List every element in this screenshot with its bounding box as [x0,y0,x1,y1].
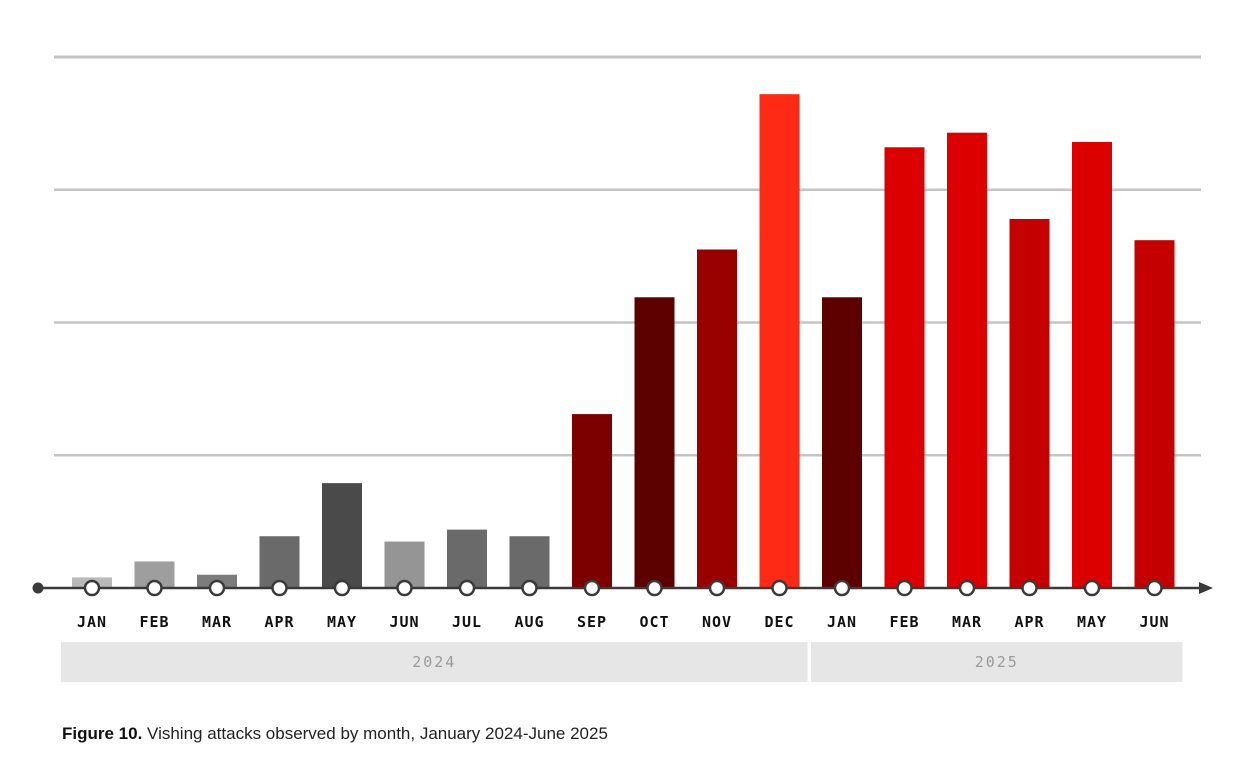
month-label: AUG [514,613,544,631]
month-label: FEB [889,613,919,631]
axis-marker [271,579,288,597]
axis-marker [771,579,788,597]
month-label: MAY [327,613,357,631]
axis-marker [83,579,101,597]
bar-apr [1009,218,1050,588]
axis-marker [458,579,476,597]
month-label: NOV [702,613,732,631]
month-labels: JAN FEB MAR APR MAY JUN JUL AUG SEP OCT NOV DEC JAN F… [77,613,1169,631]
bar-jun [1134,240,1175,588]
axis-marker [896,579,913,597]
axis-arrow-icon [1199,582,1213,594]
bar-dec [759,94,800,589]
caption-figure-number: Figure 10. [62,724,143,743]
bar-aug [509,536,550,588]
month-label: APR [1014,613,1044,631]
axis-marker [208,579,226,597]
month-label: APR [264,613,294,631]
month-label: FEB [139,613,169,631]
year-label: 2025 [975,653,1019,671]
bar-apr [259,536,300,588]
month-label: JUN [389,613,419,631]
bar-oct [634,297,675,588]
year-label: 2024 [412,653,456,671]
axis-marker [833,579,851,597]
month-label: MAR [202,613,232,631]
axis-marker [1083,579,1101,597]
bar-may [322,483,362,588]
month-label: JAN [77,613,107,631]
axis-marker [521,579,538,597]
axis-marker [958,579,976,597]
month-label: OCT [639,613,669,631]
axis-marker [646,579,663,597]
bar-nov [697,249,737,589]
bar-jan [822,297,862,588]
month-label: MAR [952,613,982,631]
axis-marker [396,579,413,597]
bar-may [1072,141,1112,588]
axis-marker [583,579,601,597]
axis-marker [1146,579,1163,597]
month-label: JAN [827,613,857,631]
year-band-2024 [61,642,808,682]
bars [72,94,1175,589]
bar-jul [447,529,487,588]
year-band-2025 [811,642,1183,682]
axis-marker [146,579,163,597]
bar-mar [947,132,987,589]
figure-caption: Figure 10. Vishing attacks observed by m… [62,724,608,744]
month-label: SEP [577,613,607,631]
month-label: DEC [764,613,794,631]
axis-marker [1021,579,1038,597]
caption-text: Vishing attacks observed by month, Janua… [142,724,608,743]
bar-sep [572,414,612,588]
bar-feb [884,147,925,588]
axis-marker [708,579,726,597]
x-axis [32,579,1213,597]
vishing-bar-chart: JAN FEB MAR APR MAY JUN JUL AUG SEP OCT NOV DEC JAN F… [32,55,1213,682]
month-label: MAY [1077,613,1107,631]
month-label: JUL [452,613,482,631]
axis-start-dot [32,582,44,594]
axis-marker [333,579,351,597]
month-label: JUN [1139,613,1169,631]
year-bands: 2024 2025 [61,642,1183,682]
